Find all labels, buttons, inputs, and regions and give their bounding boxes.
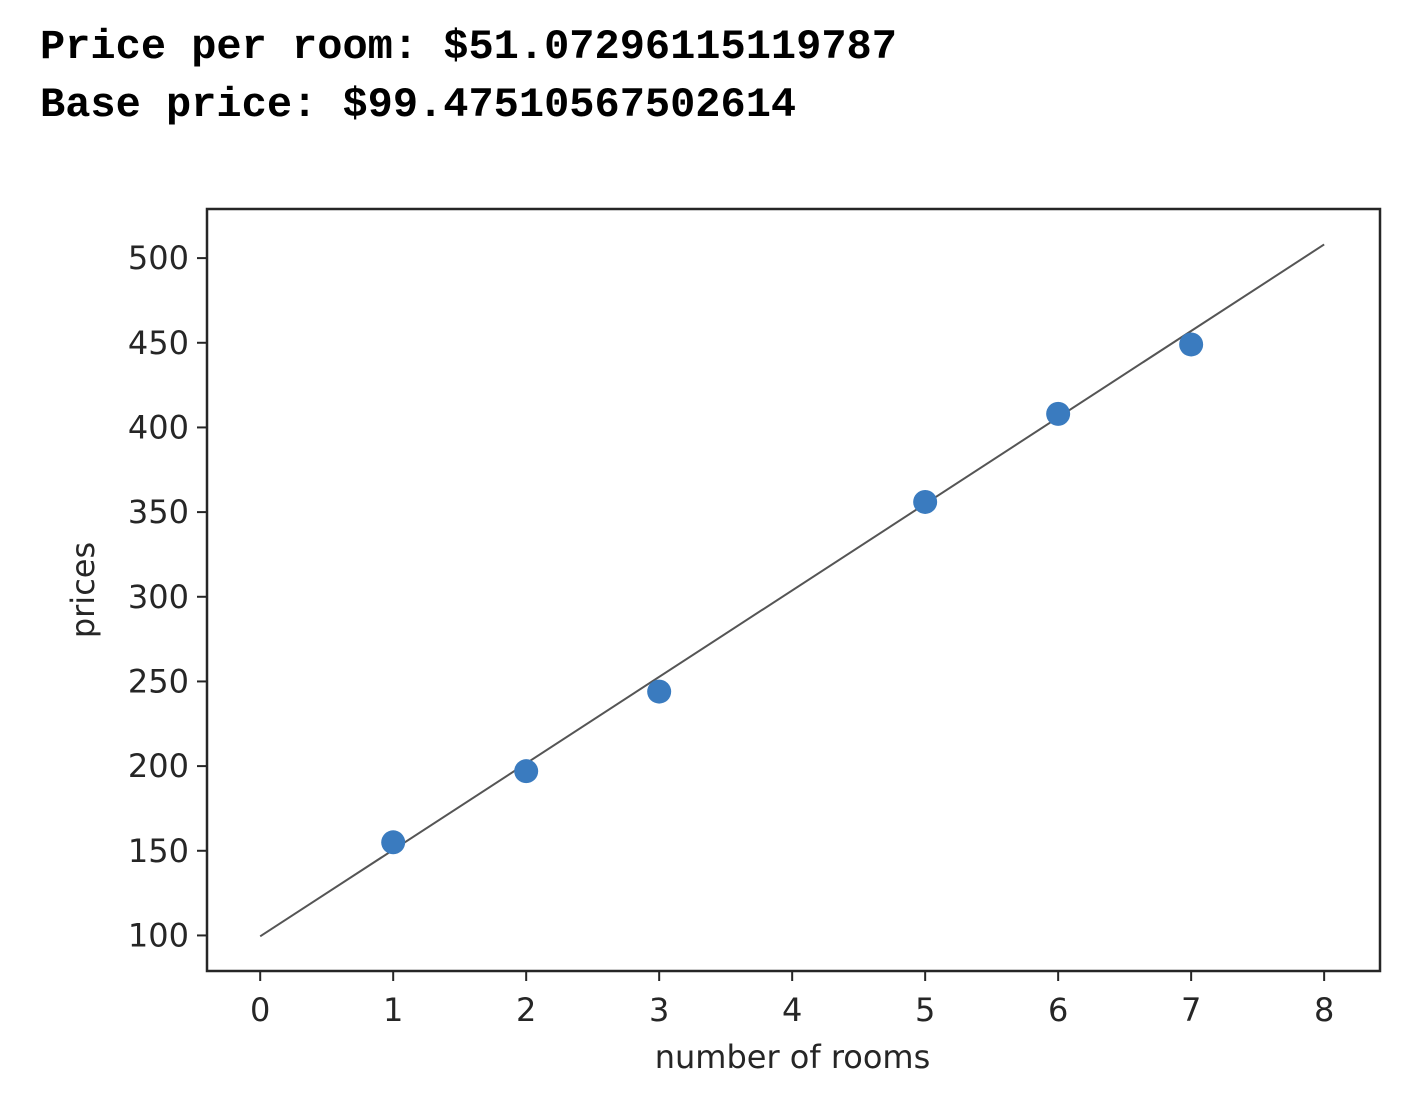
y-tick-label: 200 xyxy=(128,747,189,785)
y-tick-label: 350 xyxy=(128,493,189,531)
x-tick-label: 4 xyxy=(782,991,802,1029)
y-tick-label: 150 xyxy=(128,832,189,870)
y-tick-label: 450 xyxy=(128,324,189,362)
x-tick-label: 3 xyxy=(649,991,669,1029)
y-tick-label: 300 xyxy=(128,578,189,616)
data-point xyxy=(1046,401,1071,426)
regression-line xyxy=(259,243,1325,938)
y-axis: 100 150 200 250 300 350 400 450 500 xyxy=(128,239,207,954)
data-point xyxy=(1179,332,1204,357)
x-tick-label: 2 xyxy=(516,991,536,1029)
x-axis: 0 1 2 3 4 5 6 7 8 xyxy=(250,971,1334,1029)
x-tick-label: 8 xyxy=(1314,991,1334,1029)
y-tick-label: 100 xyxy=(128,916,189,954)
x-tick-label: 5 xyxy=(915,991,935,1029)
data-point xyxy=(514,759,539,784)
x-tick-label: 0 xyxy=(250,991,270,1029)
data-point xyxy=(647,679,672,704)
data-point xyxy=(913,489,938,514)
y-axis-label: prices xyxy=(64,542,102,638)
x-tick-label: 7 xyxy=(1181,991,1201,1029)
x-axis-label: number of rooms xyxy=(655,1038,931,1076)
x-tick-label: 6 xyxy=(1048,991,1068,1029)
x-tick-label: 1 xyxy=(383,991,403,1029)
points-layer xyxy=(381,332,1204,855)
y-tick-label: 500 xyxy=(128,239,189,277)
y-tick-label: 400 xyxy=(128,408,189,446)
y-tick-label: 250 xyxy=(128,662,189,700)
plot-frame xyxy=(205,207,1382,973)
fit-line-layer xyxy=(259,243,1325,938)
price-per-room-output: Price per room: $51.07296115119787 xyxy=(40,23,897,71)
base-price-output: Base price: $99.47510567502614 xyxy=(40,81,797,129)
data-point xyxy=(381,830,406,855)
